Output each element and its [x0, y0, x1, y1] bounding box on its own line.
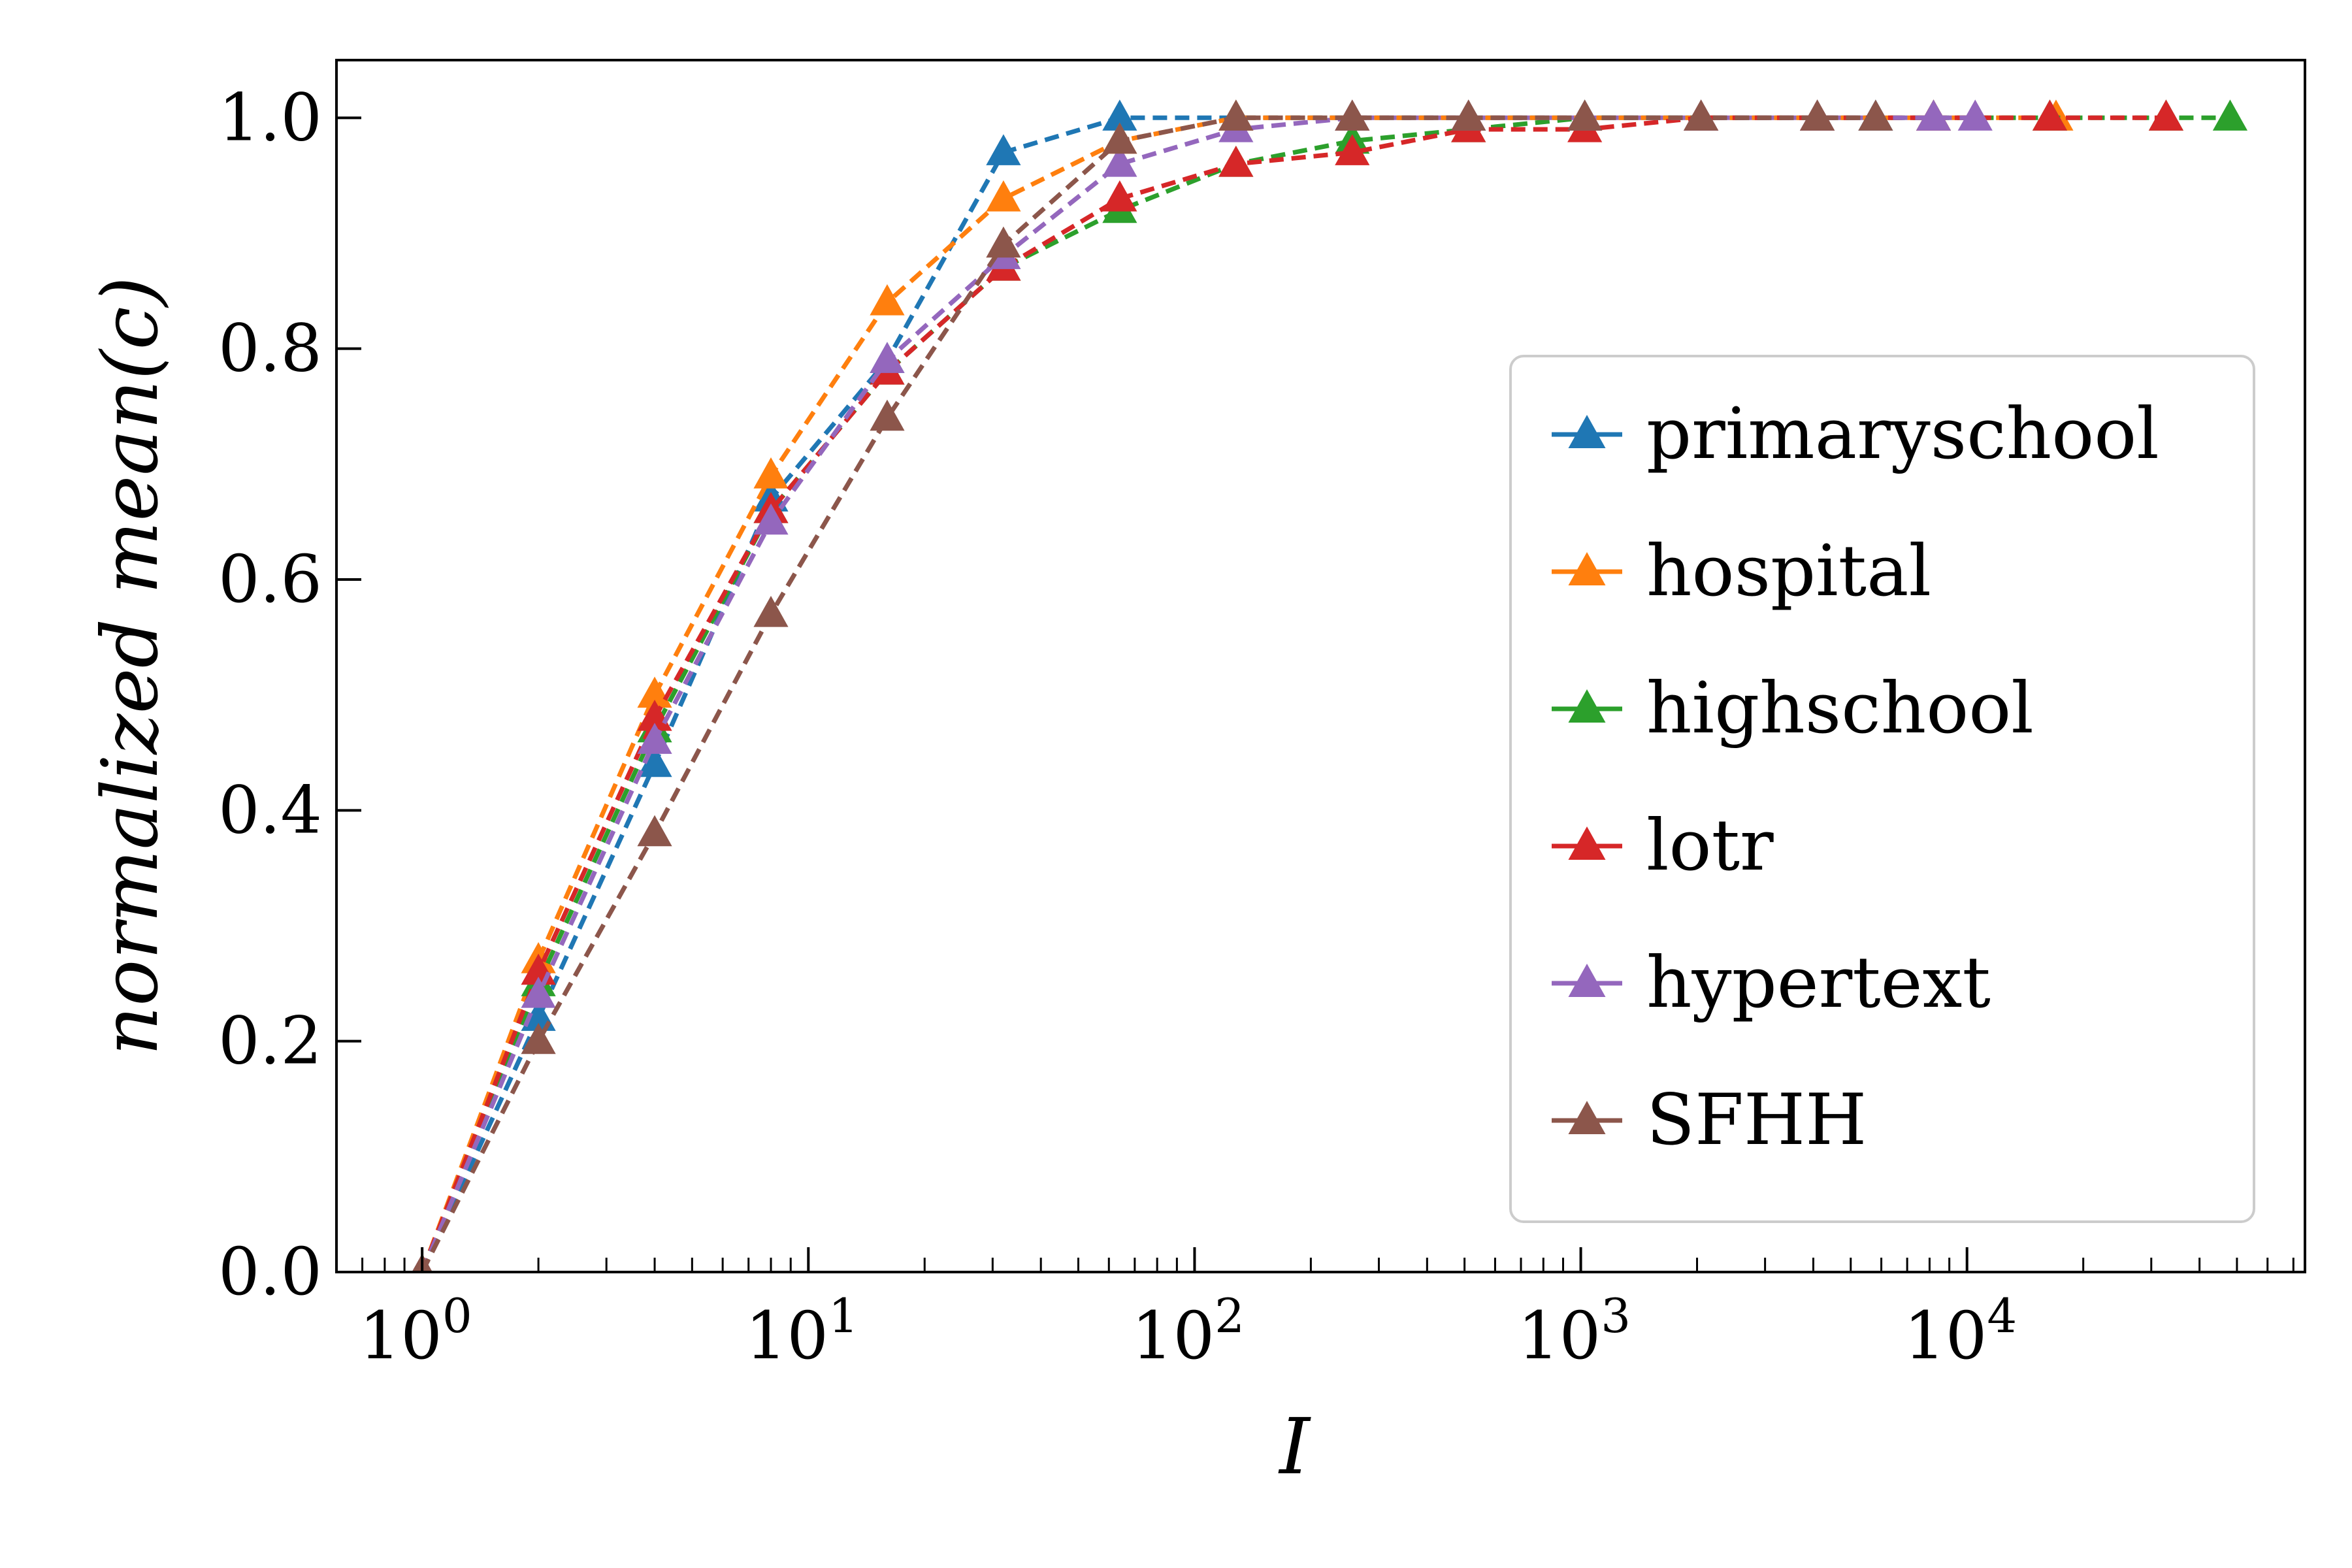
data-point-hypertext: [1916, 99, 1952, 131]
x-tick-label: 104: [1904, 1288, 2017, 1374]
data-point-highschool: [2212, 99, 2248, 131]
legend-marker-icon: [1568, 689, 1606, 723]
y-tick-label: 0.0: [218, 1233, 322, 1310]
y-tick-label: 0.4: [218, 772, 322, 848]
legend-item-highschool: highschool: [1552, 668, 2034, 749]
data-point-hospital: [637, 676, 672, 708]
series-line-primaryschool: [419, 115, 1876, 1272]
data-point-lotr: [637, 700, 672, 731]
legend-item-primaryschool: primaryschool: [1552, 393, 2159, 475]
legend-marker-icon: [1568, 552, 1606, 585]
x-tick-label-exponent: 0: [442, 1288, 472, 1343]
series-layer: [412, 99, 2248, 1272]
data-point-SFHH: [1335, 99, 1370, 131]
x-tick-label-base: 10: [359, 1298, 442, 1374]
data-point-SFHH: [870, 399, 905, 431]
x-axis-title: I: [1278, 1401, 1311, 1492]
series-line-SFHH: [419, 115, 1876, 1272]
legend-item-lotr: lotr: [1552, 805, 1774, 887]
y-tick-label: 0.6: [218, 541, 322, 617]
data-point-hypertext: [1957, 99, 1993, 131]
y-tick-label: 0.2: [218, 1003, 322, 1079]
data-point-SFHH: [986, 226, 1021, 258]
data-point-hypertext: [870, 342, 905, 373]
data-point-SFHH: [1799, 99, 1835, 131]
data-point-hospital: [870, 284, 905, 316]
y-tick-label: 1.0: [218, 79, 322, 155]
data-point-SFHH: [1858, 99, 1893, 131]
data-point-hospital: [753, 457, 789, 489]
legend-label: hospital: [1646, 531, 1931, 612]
data-point-lotr: [1335, 134, 1370, 165]
data-point-primaryschool: [1102, 99, 1137, 131]
data-point-hypertext: [753, 503, 789, 535]
x-tick-label-base: 10: [1518, 1298, 1601, 1374]
x-tick-label-exponent: 3: [1601, 1288, 1631, 1343]
x-tick-label-exponent: 1: [828, 1288, 858, 1343]
data-point-primaryschool: [986, 134, 1021, 165]
legend-marker-icon: [1568, 826, 1606, 860]
x-tick-label-base: 10: [1132, 1298, 1215, 1374]
data-point-lotr: [1218, 146, 1254, 177]
data-point-lotr: [2148, 99, 2184, 131]
data-point-primaryschool: [637, 745, 672, 777]
data-point-SFHH: [1102, 122, 1137, 154]
x-tick-label-exponent: 4: [1987, 1288, 2017, 1343]
x-tick-label-exponent: 2: [1215, 1288, 1245, 1343]
data-point-SFHH: [1567, 99, 1603, 131]
data-point-hypertext: [1102, 146, 1137, 177]
y-axis-title: normalized mean(c): [85, 276, 175, 1055]
axes: 100 101 102 103 1040.00.20.40.60.81.0Inormal…: [85, 59, 2306, 1492]
data-point-lotr: [1102, 180, 1137, 212]
legend-item-hypertext: hypertext: [1552, 942, 1991, 1024]
legend-label: hypertext: [1646, 942, 1991, 1024]
legend-label: SFHH: [1646, 1079, 1867, 1161]
legend-marker-icon: [1568, 964, 1606, 997]
data-point-SFHH: [1451, 99, 1486, 131]
legend-item-SFHH: SFHH: [1552, 1079, 1867, 1161]
plot-frame: [335, 59, 2306, 1273]
legend: primaryschool hospital highschool lotr hyper…: [1509, 355, 2255, 1223]
legend-label: lotr: [1646, 805, 1774, 887]
data-point-SFHH: [753, 596, 789, 627]
x-tick-label-base: 10: [745, 1298, 828, 1374]
x-tick-label: 100: [359, 1288, 472, 1374]
y-tick-label: 0.8: [218, 310, 322, 387]
x-tick-label: 103: [1518, 1288, 1631, 1374]
data-point-hospital: [986, 180, 1021, 212]
x-tick-label: 102: [1132, 1288, 1245, 1374]
legend-item-hospital: hospital: [1552, 531, 1931, 612]
legend-box: [1509, 355, 2255, 1223]
legend-marker-icon: [1568, 1101, 1606, 1134]
data-point-SFHH: [637, 815, 672, 847]
data-point-SFHH: [1684, 99, 1719, 131]
data-point-SFHH: [1218, 99, 1254, 131]
legend-marker-icon: [1568, 415, 1606, 448]
data-point-lotr: [2032, 99, 2068, 131]
data-point-SFHH: [521, 1022, 556, 1054]
x-tick-label-base: 10: [1904, 1298, 1987, 1374]
legend-label: primaryschool: [1646, 393, 2159, 475]
x-tick-label: 101: [745, 1288, 858, 1374]
legend-label: highschool: [1646, 668, 2034, 749]
data-point-hypertext: [637, 723, 672, 754]
data-point-hypertext: [521, 977, 556, 1008]
